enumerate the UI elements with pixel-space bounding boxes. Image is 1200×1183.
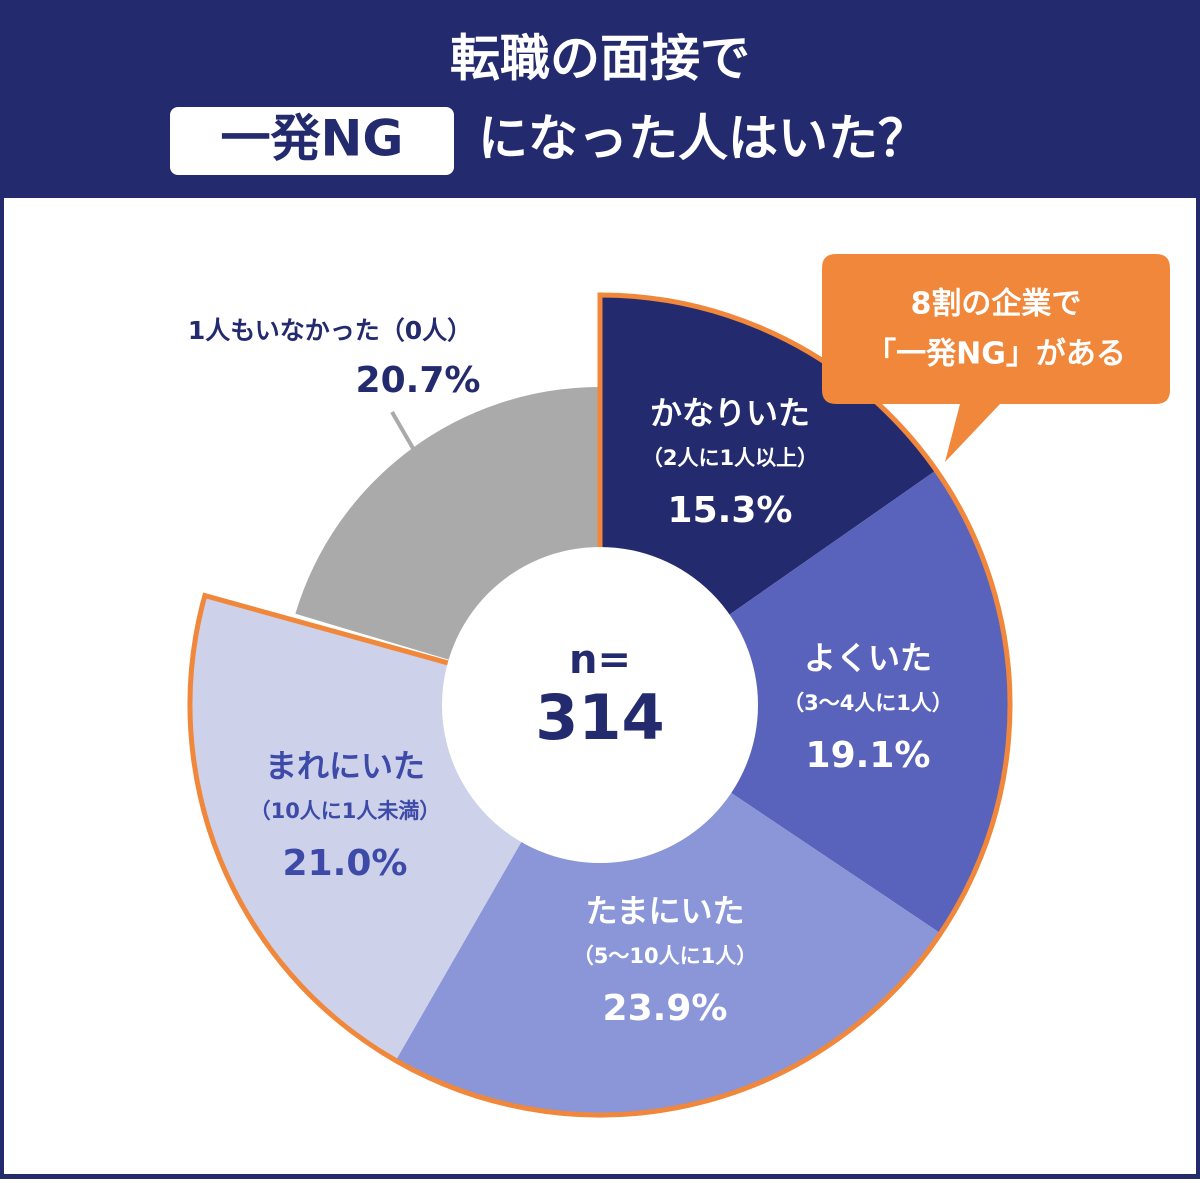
category-label: 1人もいなかった（0人）	[188, 316, 472, 345]
value-label: 15.3%	[668, 490, 793, 531]
center-label: n=	[569, 637, 631, 683]
callout-bubble	[822, 254, 1170, 462]
title-line1: 転職の面接で	[450, 30, 750, 88]
value-label: 23.9%	[603, 988, 728, 1029]
title-box: 一発NG	[221, 110, 404, 168]
slice	[395, 705, 941, 1115]
value-label: 19.1%	[806, 735, 931, 776]
sublabel: （5〜10人に1人）	[573, 944, 757, 968]
callout-line: 「一発NG」がある	[866, 337, 1126, 372]
donut-hole	[442, 547, 758, 863]
callout-line: 8割の企業で	[911, 287, 1082, 322]
sublabel: （3〜4人に1人）	[783, 691, 953, 715]
category-label: たまにいた	[585, 892, 744, 930]
slice	[600, 470, 1010, 934]
value-label: 20.7%	[356, 360, 481, 401]
category-label: かなりいた	[650, 394, 810, 432]
highlight-outline	[187, 292, 1013, 1118]
title-line2: になった人はいた？	[478, 110, 928, 168]
category-label: よくいた	[804, 639, 932, 677]
sublabel: （2人に1人以上）	[642, 446, 818, 470]
sample-size: 314	[535, 681, 664, 754]
leader-line	[390, 410, 416, 452]
category-label: まれにいた	[265, 747, 425, 785]
title-box-bg	[170, 107, 454, 175]
sublabel: （10人に1人未満）	[250, 799, 441, 823]
value-label: 21.0%	[283, 843, 408, 884]
